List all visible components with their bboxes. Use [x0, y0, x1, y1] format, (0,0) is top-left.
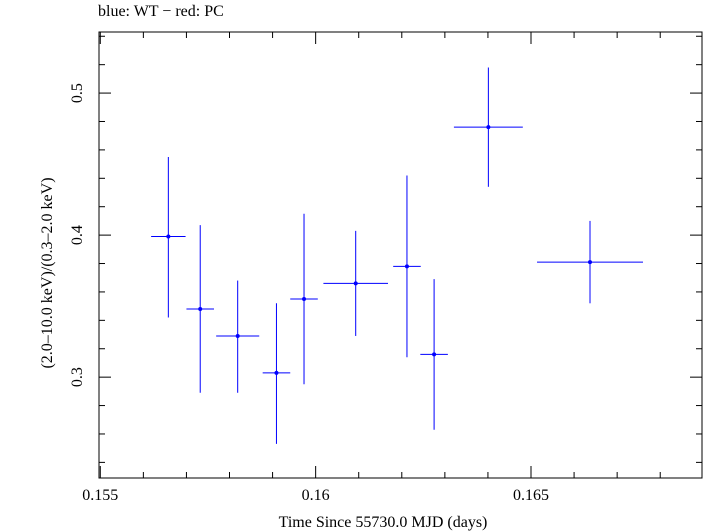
- y-tick-label: 0.5: [69, 83, 86, 103]
- point-marker: [274, 370, 279, 375]
- data-point: [453, 67, 523, 187]
- y-axis: 0.3 0.4 0.5: [69, 35, 702, 463]
- chart-title: blue: WT − red: PC: [98, 3, 224, 20]
- data-series-wt: [151, 67, 643, 444]
- x-tick-label: 0.155: [82, 487, 118, 504]
- point-marker: [235, 333, 240, 338]
- data-point: [186, 225, 215, 393]
- point-marker: [166, 234, 171, 239]
- data-point: [537, 220, 643, 304]
- data-point: [323, 230, 389, 336]
- point-marker: [302, 297, 307, 302]
- point-marker: [432, 352, 437, 357]
- data-point: [420, 279, 448, 430]
- data-point: [290, 213, 318, 385]
- plot-frame: [98, 31, 703, 479]
- data-point: [216, 280, 260, 393]
- point-marker: [404, 264, 409, 269]
- x-tick-label: 0.165: [513, 487, 549, 504]
- point-marker: [198, 306, 203, 311]
- y-tick-label: 0.3: [69, 367, 86, 387]
- data-point: [393, 175, 421, 358]
- x-tick-label: 0.16: [302, 487, 330, 504]
- point-marker: [353, 281, 358, 286]
- y-tick-label: 0.4: [69, 225, 86, 245]
- x-axis: 0.155 0.16 0.165: [82, 32, 661, 504]
- data-point: [151, 156, 186, 318]
- x-axis-label: Time Since 55730.0 MJD (days): [279, 514, 488, 531]
- data-point: [262, 303, 291, 444]
- y-axis-label: (2.0–10.0 keV)/(0.3–2.0 keV): [39, 177, 56, 368]
- point-marker: [588, 260, 593, 265]
- point-marker: [486, 125, 491, 130]
